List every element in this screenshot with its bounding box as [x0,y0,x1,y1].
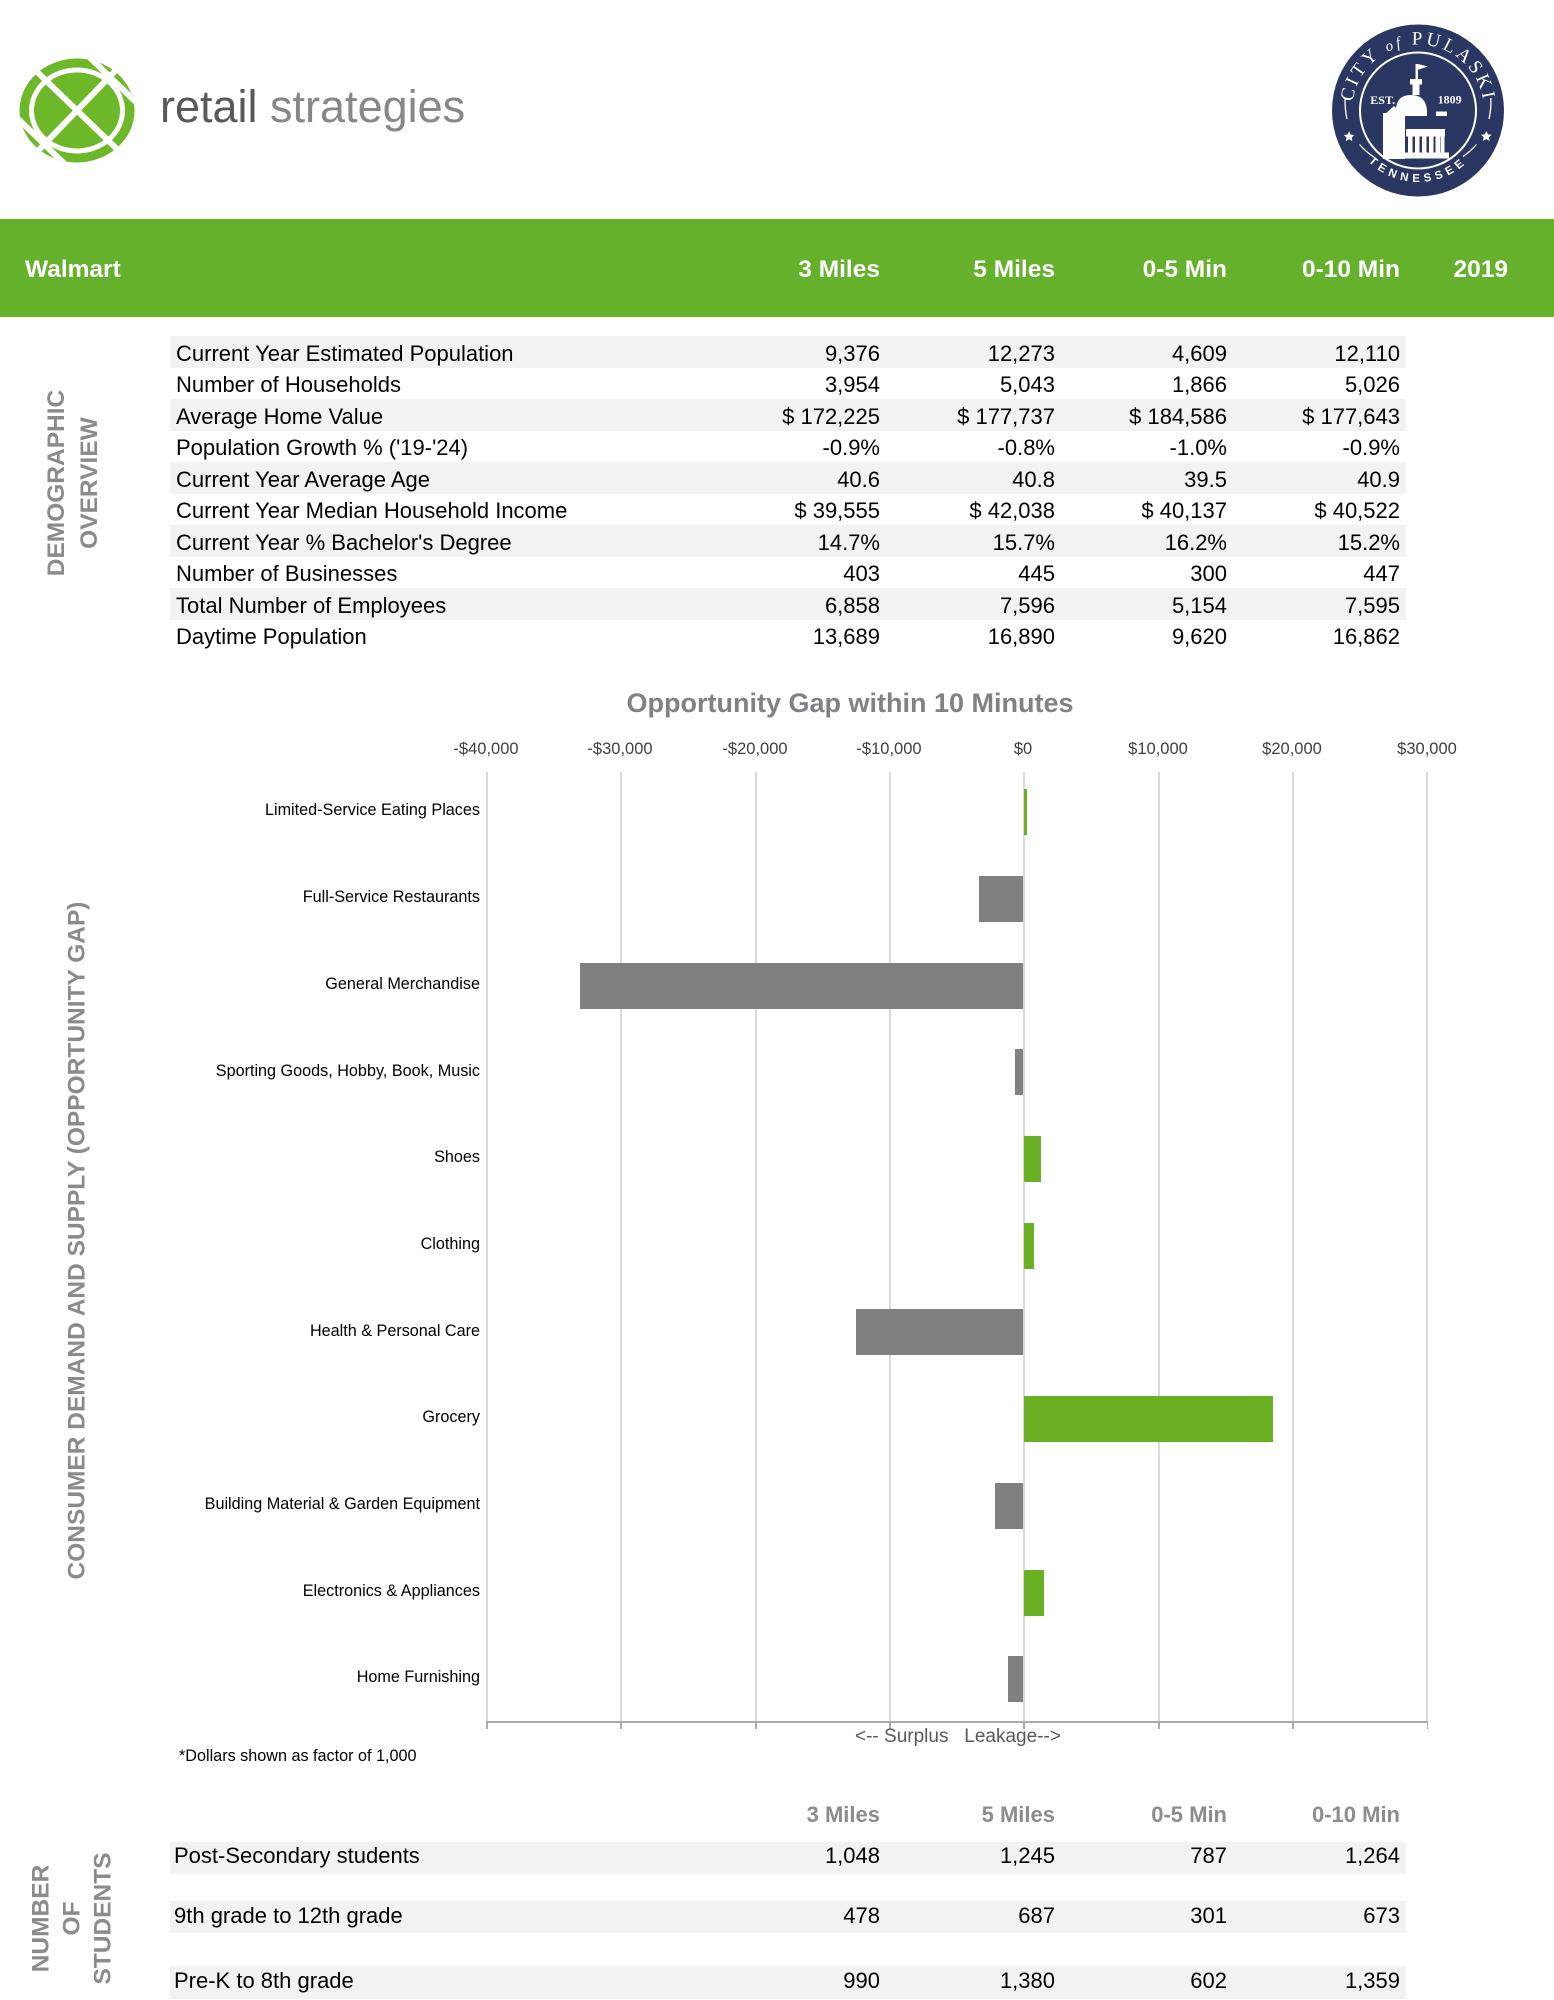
svg-text:1809: 1809 [1438,93,1462,107]
svg-text:EST.: EST. [1370,93,1395,107]
